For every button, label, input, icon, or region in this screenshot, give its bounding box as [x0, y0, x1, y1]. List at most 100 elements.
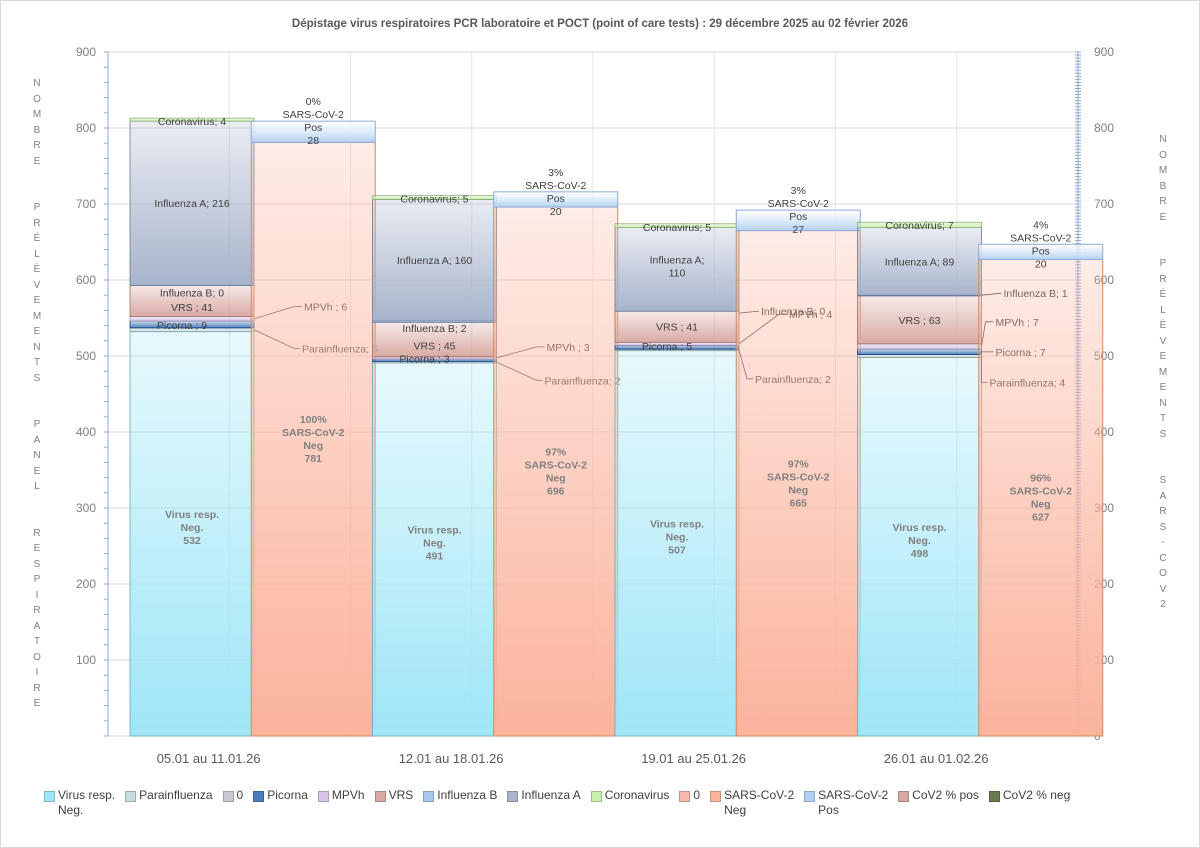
legend-label: MPVh	[331, 788, 365, 802]
legend-item: Influenza B	[423, 788, 497, 818]
data-label-sars-pos: SARS-CoV-2	[283, 109, 344, 121]
legend-label: CoV2 % neg	[1002, 788, 1071, 802]
legend-swatch	[423, 791, 435, 802]
data-label-sars-neg: 100%	[300, 414, 328, 426]
data-label-coronavirus: Coronavirus; 5	[643, 222, 711, 234]
data-label-sars-pos: 3%	[791, 185, 806, 197]
data-label-sars-pos: 20	[1035, 258, 1047, 270]
data-label-influenza-b: Influenza B; 0	[160, 287, 224, 299]
data-label-virus-neg: Virus resp.	[892, 522, 946, 534]
legend-swatch	[317, 791, 329, 802]
data-label-vrs: VRS ; 63	[898, 315, 940, 327]
data-label-virus-neg: Virus resp.	[650, 518, 704, 530]
legend-swatch	[988, 791, 1000, 802]
bar-segment-vrs	[129, 284, 255, 317]
bar-segment-sars-cov-2-neg	[978, 258, 1104, 737]
legend-swatch	[679, 791, 691, 802]
data-label-sars-neg: Neg	[1031, 499, 1051, 511]
legend-swatch	[374, 791, 386, 802]
x-tick-label: 05.01 au 11.01.26	[157, 751, 261, 766]
x-tick-label: 19.01 au 25.01.26	[641, 751, 746, 766]
data-label-sars-pos: 20	[550, 206, 562, 218]
bar-segment-vrs	[614, 310, 740, 343]
bar-segment-virus-resp-neg-	[857, 357, 982, 737]
y-tick-label-left: 800	[76, 121, 96, 135]
y-tick-label-right: 900	[1094, 45, 1114, 59]
bar-segment-vrs	[857, 295, 982, 345]
data-label-vrs: VRS ; 41	[171, 302, 213, 314]
legend-item: Influenza A	[507, 788, 581, 818]
legend-label: 0	[693, 788, 701, 802]
legend-label: Parainfluenza	[139, 788, 213, 802]
bar-segment-virus-resp-neg-	[372, 362, 497, 737]
data-label-coronavirus: Coronavirus; 4	[158, 116, 226, 128]
data-label-virus-neg: 507	[668, 544, 686, 556]
data-label-sars-neg: SARS-CoV-2	[525, 460, 588, 472]
data-label-influenza-a: Influenza A; 160	[397, 255, 472, 267]
data-label-sars-neg: SARS-CoV-2	[767, 471, 830, 483]
data-label-coronavirus: Coronavirus; 7	[885, 220, 953, 232]
data-label-sars-pos: Pos	[1032, 245, 1050, 257]
bar-segment-sars-cov-2-neg	[735, 230, 861, 737]
data-label-sars-pos: 3%	[548, 167, 563, 179]
legend-label: Virus resp. Neg.	[58, 788, 116, 817]
data-label-virus-neg: Virus resp.	[407, 524, 461, 536]
bar-segment-sars-cov-2-neg	[250, 141, 376, 737]
legend-item: CoV2 % pos	[898, 788, 979, 818]
legend-swatch	[125, 791, 137, 802]
x-tick-label: 12.01 au 18.01.26	[399, 751, 504, 766]
legend-label: Influenza A	[521, 788, 581, 802]
bar-segment-sars-cov-2-pos	[250, 120, 376, 143]
legend-swatch	[804, 791, 816, 802]
bar-segment-coronavirus	[129, 117, 255, 122]
bar-segment-influenza-a	[129, 120, 255, 286]
legend-swatch	[253, 791, 265, 802]
legend-swatch	[710, 791, 722, 802]
y-tick-label-left: 300	[76, 501, 96, 515]
legend-label: SARS-CoV-2 Neg	[724, 788, 795, 817]
data-label-virus-neg: Neg.	[181, 522, 204, 534]
y-tick-label-left: 100	[76, 653, 96, 667]
data-label-virus-neg: 498	[911, 548, 929, 560]
y-tick-label-left: 200	[76, 577, 96, 591]
data-label-vrs: VRS ; 45	[413, 341, 455, 353]
data-label-sars-neg: Neg	[546, 473, 566, 485]
y-tick-label-left: 900	[76, 45, 96, 59]
data-label-sars-pos: 27	[792, 224, 804, 236]
bar-segment-sars-cov-2-pos	[978, 243, 1104, 260]
x-tick-label: 26.01 au 01.02.26	[884, 751, 989, 766]
legend-label: 0	[236, 788, 244, 802]
legend-item: 0	[222, 788, 244, 818]
data-label-picorna: Picorna ; 9	[157, 320, 207, 332]
data-label-influenza-a: 110	[669, 267, 686, 279]
y-tick-label-left: 600	[76, 273, 96, 287]
data-label-influenza-a: Influenza A;	[650, 254, 705, 266]
legend-item: MPVh	[317, 788, 365, 818]
legend-item: Picorna	[253, 788, 308, 818]
data-label-sars-neg: 97%	[545, 447, 567, 459]
legend-item: SARS-CoV-2 Neg	[710, 788, 794, 818]
legend-label: VRS	[388, 788, 414, 802]
data-label-picorna: Picorna ; 5	[642, 341, 692, 353]
y-tick-label-right: 700	[1094, 197, 1114, 211]
bar-segment-virus-resp-neg-	[614, 350, 740, 737]
legend-swatch	[898, 791, 910, 802]
data-label-virus-neg: Neg.	[423, 537, 446, 549]
data-label-vrs: VRS ; 41	[656, 322, 698, 334]
bar-segment-sars-cov-2-neg	[493, 206, 619, 737]
data-label-sars-neg: Neg	[303, 440, 323, 452]
bar-segment-picorna	[857, 348, 982, 355]
legend-item: SARS-CoV-2 Pos	[804, 788, 888, 818]
data-label-influenza-a: Influenza A; 89	[885, 256, 955, 268]
data-label-sars-neg: 97%	[788, 458, 810, 470]
legend-label: CoV2 % pos	[912, 788, 979, 802]
data-label-picorna: Picorna ; 3	[399, 353, 449, 365]
data-label-sars-neg: 665	[789, 497, 807, 509]
legend-swatch	[44, 791, 55, 802]
legend-item: Parainfluenza	[125, 788, 213, 818]
legend: Virus resp. Neg. Parainfluenza 0 Picorna MPV…	[44, 788, 1070, 818]
y-tick-label-left: 500	[76, 349, 96, 363]
y-tick-label-right: 800	[1094, 121, 1114, 135]
